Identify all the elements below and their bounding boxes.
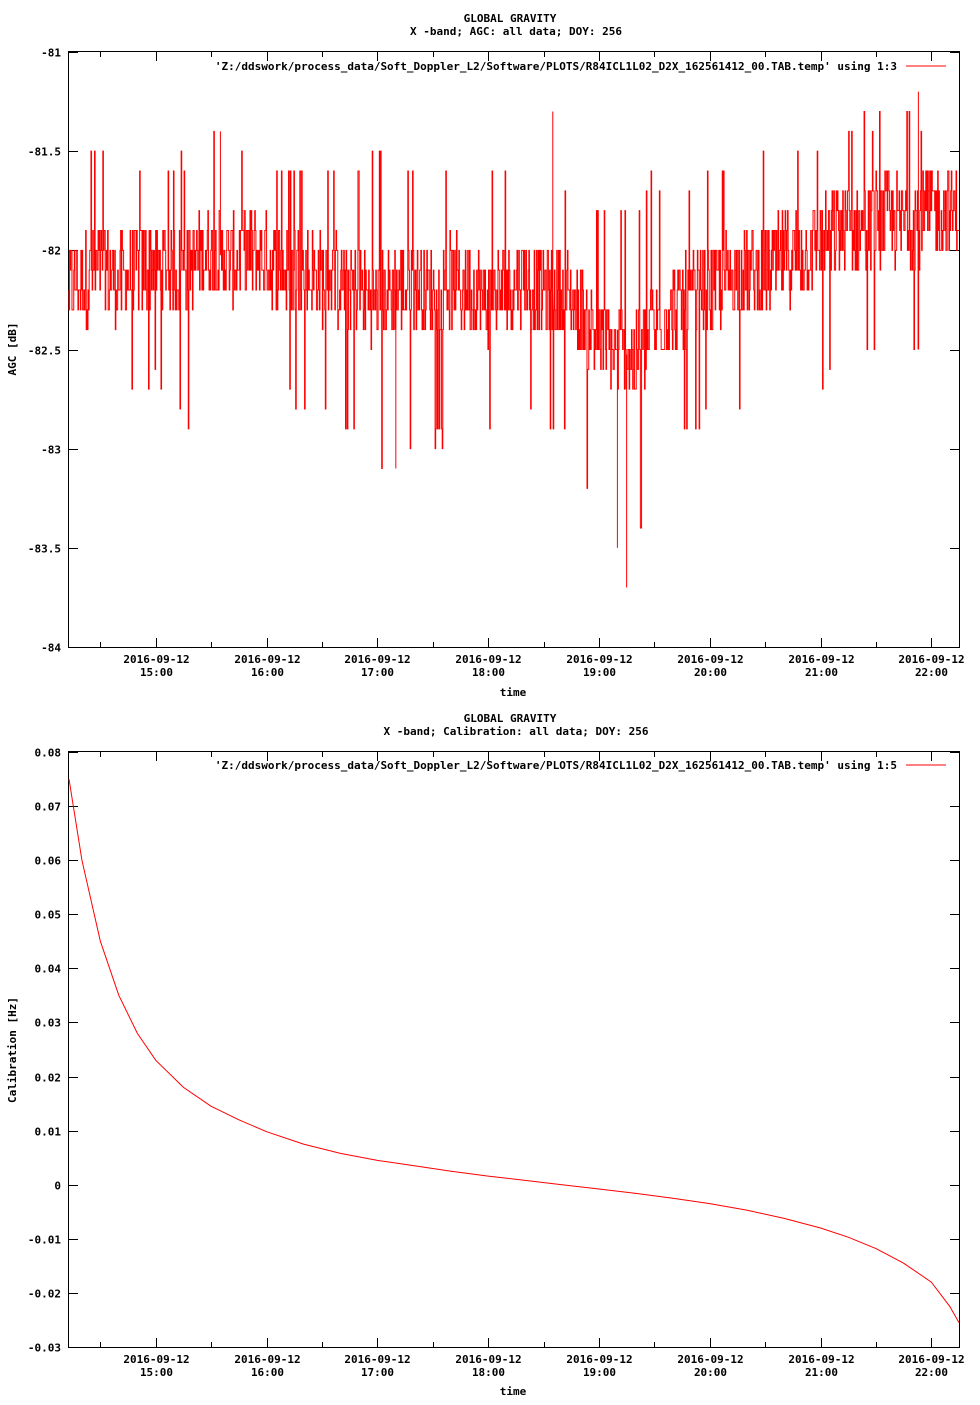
agc-series — [68, 91, 959, 588]
y-tick-label: -0.02 — [28, 1288, 61, 1301]
x-tick-time: 15:00 — [140, 666, 173, 679]
y-tick-label: 0.04 — [35, 963, 62, 976]
x-tick-time: 18:00 — [472, 1366, 505, 1379]
x-tick-date: 2016-09-12 — [898, 1353, 964, 1366]
y-ticks: -81 -81.5 -82 -82.5 -83 -83.5 -84 — [28, 47, 959, 655]
y-tick-label: 0.05 — [35, 909, 62, 922]
x-tick-date: 2016-09-12 — [344, 653, 410, 666]
legend-label: 'Z:/ddswork/process_data/Soft_Doppler_L2… — [215, 60, 897, 73]
legend-label: 'Z:/ddswork/process_data/Soft_Doppler_L2… — [215, 759, 897, 772]
x-tick-date: 2016-09-12 — [344, 1353, 410, 1366]
x-tick-time: 20:00 — [694, 1366, 727, 1379]
x-tick-time: 22:00 — [915, 1366, 948, 1379]
x-tick-date: 2016-09-12 — [455, 653, 521, 666]
plot-frame — [68, 51, 960, 648]
x-ticks: 2016-09-1215:002016-09-1216:002016-09-12… — [100, 752, 965, 1379]
y-ticks: 0.08 0.07 0.06 0.05 0.04 0.03 0.02 0.01 0 -0.01 -0… — [28, 747, 959, 1355]
y-tick-label: -83 — [41, 444, 61, 457]
y-tick-label: -81.5 — [28, 146, 61, 159]
y-tick-label: -82 — [41, 245, 61, 258]
x-tick-time: 15:00 — [140, 1366, 173, 1379]
x-tick-time: 22:00 — [915, 666, 948, 679]
x-tick-time: 19:00 — [583, 666, 616, 679]
x-tick-date: 2016-09-12 — [234, 653, 300, 666]
x-tick-date: 2016-09-12 — [898, 653, 964, 666]
x-tick-time: 17:00 — [361, 666, 394, 679]
x-tick-time: 19:00 — [583, 1366, 616, 1379]
x-tick-date: 2016-09-12 — [234, 1353, 300, 1366]
x-tick-time: 16:00 — [251, 1366, 284, 1379]
x-axis-label: time — [500, 686, 527, 699]
x-tick-time: 20:00 — [694, 666, 727, 679]
y-tick-label: 0 — [54, 1180, 61, 1193]
y-axis-label: AGC [dB] — [6, 323, 19, 376]
y-tick-label: -0.01 — [28, 1234, 61, 1247]
y-tick-label: -81 — [41, 47, 61, 60]
x-tick-date: 2016-09-12 — [566, 653, 632, 666]
x-tick-date: 2016-09-12 — [677, 653, 743, 666]
calibration-chart: GLOBAL GRAVITY X -band; Calibration: all… — [6, 712, 965, 1398]
y-tick-label: 0.02 — [35, 1072, 62, 1085]
x-tick-date: 2016-09-12 — [788, 1353, 854, 1366]
x-tick-date: 2016-09-12 — [123, 653, 189, 666]
x-tick-time: 21:00 — [805, 666, 838, 679]
chart-subtitle: X -band; Calibration: all data; DOY: 256 — [384, 725, 649, 738]
y-tick-label: 0.07 — [35, 801, 62, 814]
y-tick-label: 0.01 — [35, 1126, 62, 1139]
plot-frame — [68, 751, 960, 1348]
chart-subtitle: X -band; AGC: all data; DOY: 256 — [410, 25, 622, 38]
chart-title: GLOBAL GRAVITY — [464, 712, 557, 725]
chart-title: GLOBAL GRAVITY — [464, 12, 557, 25]
y-tick-label: -83.5 — [28, 543, 61, 556]
x-tick-time: 16:00 — [251, 666, 284, 679]
y-tick-label: 0.03 — [35, 1017, 62, 1030]
x-tick-date: 2016-09-12 — [788, 653, 854, 666]
x-tick-date: 2016-09-12 — [566, 1353, 632, 1366]
x-ticks: 2016-09-1215:002016-09-1216:002016-09-12… — [100, 52, 965, 679]
x-tick-date: 2016-09-12 — [455, 1353, 521, 1366]
y-tick-label: -82.5 — [28, 345, 61, 358]
calibration-trace — [68, 778, 960, 1323]
x-tick-date: 2016-09-12 — [123, 1353, 189, 1366]
x-tick-time: 21:00 — [805, 1366, 838, 1379]
agc-trace — [68, 91, 959, 588]
y-tick-label: -0.03 — [28, 1342, 61, 1355]
agc-chart: GLOBAL GRAVITY X -band; AGC: all data; D… — [6, 12, 965, 699]
y-tick-label: -84 — [41, 642, 61, 655]
x-tick-date: 2016-09-12 — [677, 1353, 743, 1366]
calibration-series — [68, 778, 960, 1323]
x-axis-label: time — [500, 1385, 527, 1398]
y-tick-label: 0.06 — [35, 855, 62, 868]
y-tick-label: 0.08 — [35, 747, 62, 760]
y-axis-label: Calibration [Hz] — [6, 997, 19, 1103]
x-tick-time: 18:00 — [472, 666, 505, 679]
x-tick-time: 17:00 — [361, 1366, 394, 1379]
